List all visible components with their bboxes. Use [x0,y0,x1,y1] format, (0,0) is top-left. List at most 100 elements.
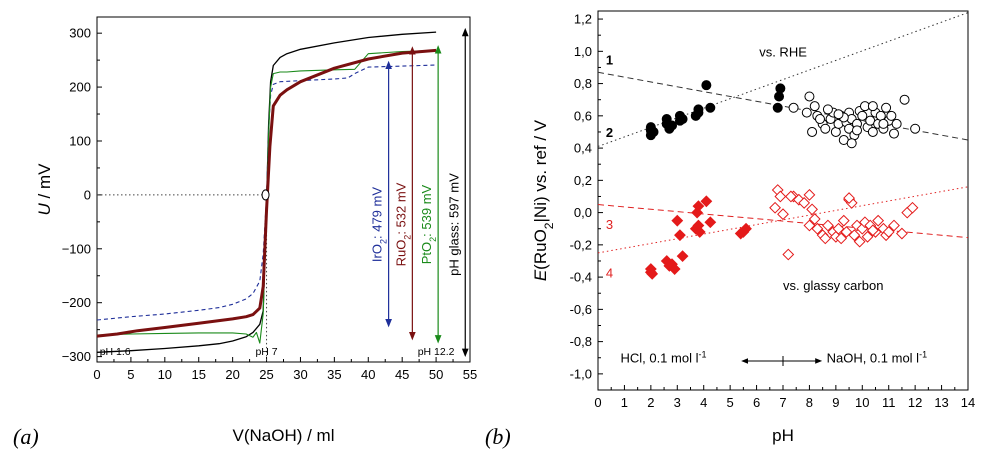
y-tick-label: 100 [69,133,91,148]
x-tick-label: 20 [225,367,239,382]
data-point [832,222,845,235]
y-tick-label: 200 [69,80,91,95]
plot-frame-a [96,16,471,363]
y-tick-label: 300 [69,26,91,41]
y-tick-label: 0,4 [574,141,592,156]
line-number-label: 2 [606,125,613,140]
y-tick-label: -0,6 [570,302,592,317]
panel-label-a: (a) [13,424,39,449]
data-point [808,213,821,225]
data-point [772,102,783,113]
data-point [701,80,712,91]
series-line-iro2 [96,64,437,321]
acid-medium-label: HCl, 0.1 mol l-1 [620,350,706,366]
x-tick-label: 50 [429,367,443,382]
x-tick-label: 11 [882,395,896,410]
span-label: PtO2: 539 mV [419,184,438,264]
data-point [848,229,861,242]
line-number-label: 3 [606,217,613,232]
data-point [774,190,787,203]
data-point [899,94,910,105]
panel-label-b: (b) [485,424,511,449]
data-point [843,192,855,204]
region-label: vs. RHE [759,44,807,59]
data-point [806,203,818,216]
data-point [774,91,785,102]
data-point [792,193,805,206]
x-tick-label: 3 [674,395,681,410]
y-tick-label: -1,0 [570,366,592,381]
data-point [881,102,892,113]
x-tick-label: 14 [961,395,975,410]
data-point [840,226,853,238]
data-point [804,91,815,102]
y-tick-label: 0,8 [574,76,592,91]
data-point [809,101,820,112]
data-point [693,104,704,115]
x-tick-label: 30 [293,367,307,382]
data-point [705,102,716,113]
equivalence-point-marker [261,189,270,201]
y-axis-label: E(RuO2|Ni) vs. ref / V [531,119,556,281]
x-tick-label: 45 [395,367,409,382]
x-tick-label: 0 [594,395,601,410]
base-medium-label: NaOH, 0.1 mol l-1 [827,350,928,366]
x-tick-label: 35 [327,367,341,382]
data-point [803,219,816,232]
x-tick-label: 12 [908,395,922,410]
data-point [886,110,897,121]
x-tick-label: 6 [753,395,760,410]
y-tick-label: -0,8 [570,334,592,349]
y-tick-label: 0,2 [574,173,592,188]
span-label: IrO2: 479 mV [370,187,389,262]
trend-line-2 [598,71,968,141]
panel-b: 0 1 2 3 4 5 6 7 8 9 10 11 12 13 14-1,0-0,8-0,6-0,4-0,2… [485,10,975,449]
span-label: pH glass: 597 mV [446,173,461,276]
data-point [692,200,705,213]
data-point [807,126,818,137]
data-point [878,118,889,129]
x-tick-label: 13 [934,395,948,410]
data-point [737,226,750,238]
x-tick-label: 10 [158,367,172,382]
data-point [861,230,874,243]
data-point [833,109,844,120]
data-point [785,190,797,203]
y-tick-label: −100 [62,241,91,256]
data-point [691,206,704,219]
x-tick-label: 40 [361,367,375,382]
data-point [700,195,713,208]
data-point [867,126,878,137]
y-tick-label: −200 [62,295,91,310]
data-point [822,104,833,115]
data-point [889,128,899,139]
x-tick-label: 8 [806,395,813,410]
trend-lines [598,12,968,254]
data-point [882,226,895,238]
data-point [846,138,857,149]
data-point [693,226,706,238]
data-point [815,114,825,125]
x-tick-label: 0 [93,367,100,382]
data-point [801,107,812,118]
y-tick-label: 0,6 [574,108,592,123]
data-point [661,114,672,125]
data-point [798,197,811,209]
data-point [811,222,824,235]
data-point [668,263,681,275]
x-tick-label: 2 [647,395,654,410]
data-point [867,101,878,112]
data-point [704,216,717,229]
data-point [677,114,688,125]
data-point [777,208,789,221]
data-point [910,123,921,134]
x-tick-label: 9 [832,395,839,410]
plot-frame-b [597,10,969,391]
data-point [648,126,659,137]
series-line-ruo2 [96,48,437,338]
data-point [803,188,816,201]
y-tick-label: 1,0 [574,44,592,59]
y-tick-label: -0,4 [570,270,592,285]
data-point [866,224,879,237]
